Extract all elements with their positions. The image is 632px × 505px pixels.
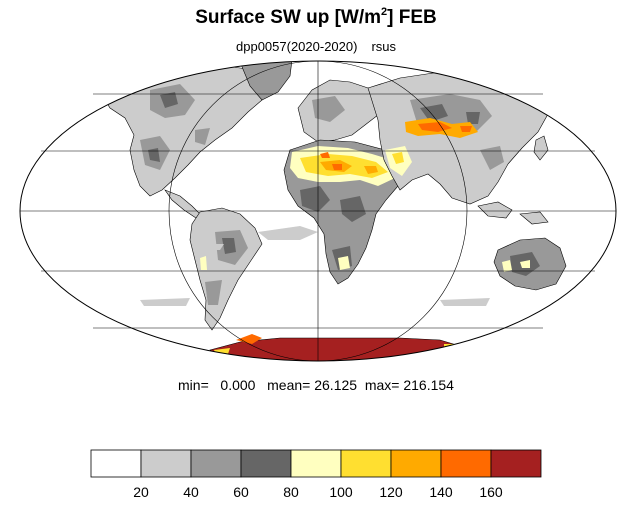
- landmass-maritime-asia: [477, 201, 549, 225]
- colorbar-box-3: [240, 449, 292, 478]
- kalahari-bright: [338, 256, 350, 270]
- shade-south-america-dark: [222, 238, 236, 254]
- colorbar-box-4: [290, 449, 342, 478]
- world-map: [19, 60, 617, 362]
- landmass-new-zealand: [577, 285, 591, 305]
- shade-asia-dark: [420, 104, 480, 124]
- colorbar: 20 40 60 80 100 120 140 160: [90, 449, 542, 500]
- arabia-yellow: [392, 152, 404, 164]
- colorbar-box-8: [490, 449, 542, 478]
- chart-subtitle: dpp0057(2020-2020) rsus: [0, 39, 632, 54]
- hot-andes: [200, 256, 207, 270]
- chart-title: Surface SW up [W/m2] FEB: [195, 6, 437, 28]
- shade-north-america-dark: [148, 92, 178, 162]
- sahara-hot: [320, 152, 342, 170]
- colorbar-tick-label: 160: [479, 484, 503, 500]
- colorbar-box-7: [440, 449, 492, 478]
- himalaya-red: [418, 122, 472, 132]
- map-outline: [19, 60, 617, 362]
- colorbar-tick-label: 20: [133, 484, 149, 500]
- colorbar-box-6: [390, 449, 442, 478]
- shade-south-america: [205, 230, 248, 305]
- colorbar-tick-label: 100: [329, 484, 353, 500]
- colorbar-box-1: [140, 449, 192, 478]
- map-statistics: min= 0.000 mean= 26.125 max= 216.154: [178, 377, 454, 393]
- colorbar-box-0: [90, 449, 142, 478]
- variable-label: rsus: [371, 39, 396, 54]
- landmass-greenland: [239, 61, 293, 101]
- sahara-orange: [320, 160, 378, 174]
- colorbar-box-5: [340, 449, 392, 478]
- shade-africa: [300, 186, 366, 270]
- antarctica-peninsula: [236, 334, 262, 344]
- shade-europe: [312, 96, 345, 122]
- colorbar-tick-label: 40: [183, 484, 199, 500]
- colorbar-tick-label: 80: [283, 484, 299, 500]
- colorbar-tick-label: 140: [429, 484, 453, 500]
- australia-bright: [502, 260, 530, 272]
- colorbar-tick-label: 60: [233, 484, 249, 500]
- colorbar-box-2: [190, 449, 242, 478]
- colorbar-tick-label: 120: [379, 484, 403, 500]
- landmass-japan: [533, 135, 549, 161]
- experiment-label: dpp0057(2020-2020): [236, 39, 358, 54]
